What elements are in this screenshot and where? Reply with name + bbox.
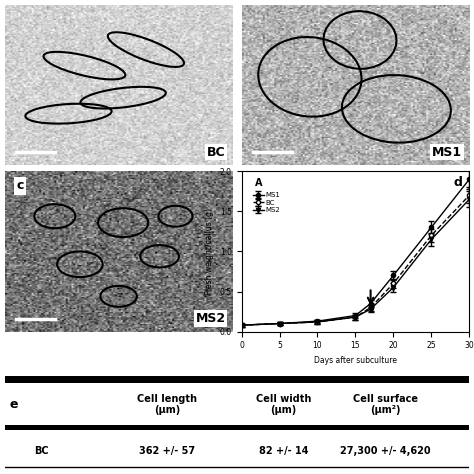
Text: Cell width
(μm): Cell width (μm) — [256, 394, 311, 415]
Text: MS1: MS1 — [432, 146, 463, 158]
Text: BC: BC — [35, 447, 49, 456]
Text: 27,300 +/- 4,620: 27,300 +/- 4,620 — [340, 447, 431, 456]
Text: Cell length
(μm): Cell length (μm) — [137, 394, 197, 415]
Legend: MS1, BC, MS2: MS1, BC, MS2 — [252, 191, 282, 214]
Bar — [5, 425, 469, 430]
Text: Cell surface
(μm²): Cell surface (μm²) — [353, 394, 418, 415]
Text: d: d — [454, 176, 463, 189]
Text: e: e — [9, 398, 18, 411]
Text: 82 +/- 14: 82 +/- 14 — [259, 447, 308, 456]
Text: A: A — [255, 178, 263, 188]
X-axis label: Days after subculture: Days after subculture — [314, 356, 397, 365]
Text: BC: BC — [207, 146, 226, 158]
Bar — [5, 376, 469, 383]
Text: c: c — [16, 179, 24, 192]
Text: MS2: MS2 — [195, 312, 226, 325]
Text: 362 +/- 57: 362 +/- 57 — [139, 447, 195, 456]
Y-axis label: Fresh weight/callus (g): Fresh weight/callus (g) — [205, 208, 214, 295]
Bar — [5, 383, 469, 426]
